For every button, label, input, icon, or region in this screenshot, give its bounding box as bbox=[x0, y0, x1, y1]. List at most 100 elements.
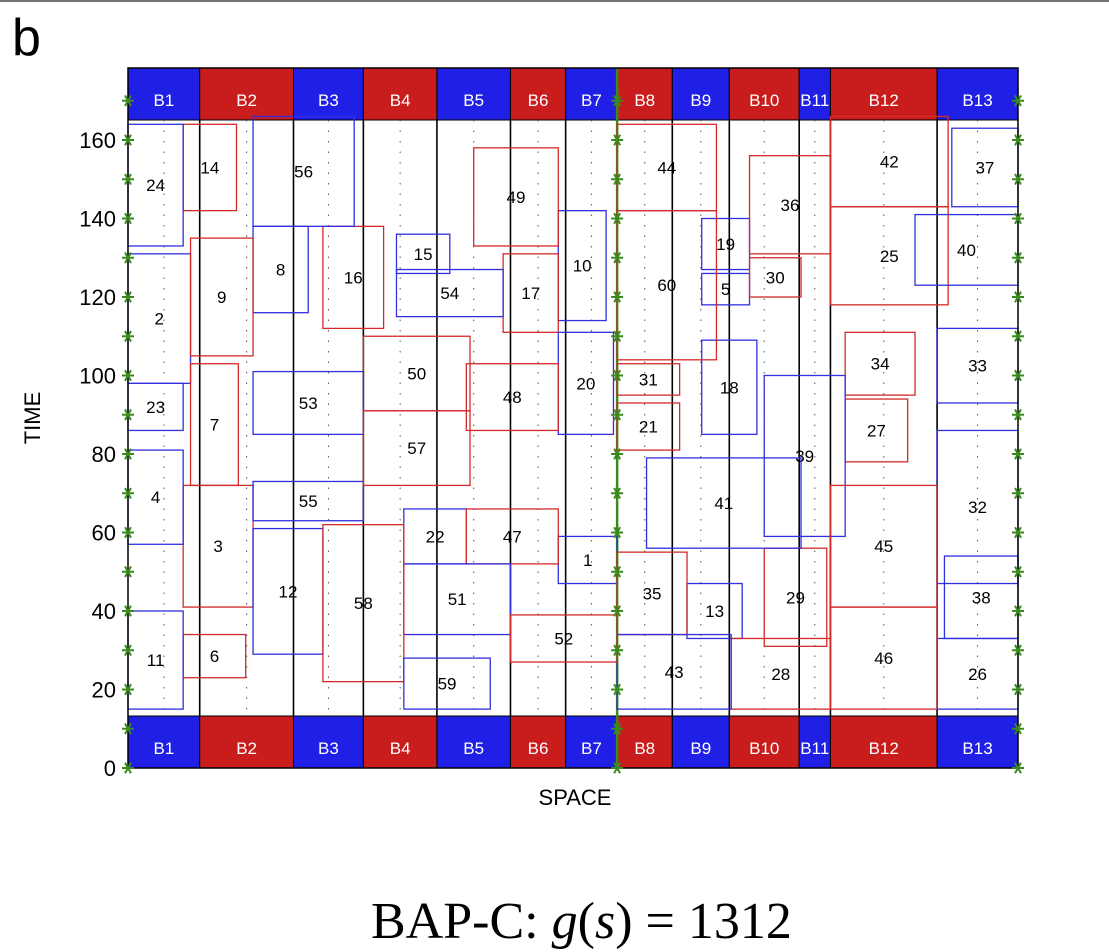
time-marker-asterisk bbox=[611, 369, 624, 382]
vessel-51-label: 51 bbox=[448, 590, 467, 609]
time-marker-asterisk bbox=[122, 605, 134, 617]
vessel-27-label: 27 bbox=[867, 421, 886, 440]
asterisk-stroke bbox=[1014, 526, 1022, 539]
berth-band-b13-top bbox=[936, 67, 1019, 121]
asterisk-stroke bbox=[613, 566, 621, 578]
time-marker-asterisk bbox=[611, 723, 624, 735]
caption-func: g bbox=[551, 893, 578, 950]
berth-band-b7-top bbox=[565, 67, 618, 121]
time-markers bbox=[122, 95, 1024, 774]
y-tick-label: 20 bbox=[92, 678, 116, 703]
asterisk-stroke bbox=[124, 487, 132, 499]
asterisk-stroke bbox=[1014, 95, 1022, 107]
vessel-31-label: 31 bbox=[639, 370, 658, 389]
asterisk-stroke bbox=[1014, 605, 1022, 617]
vessel-57-box bbox=[362, 410, 471, 487]
time-marker-asterisk bbox=[1012, 409, 1024, 421]
asterisk-stroke bbox=[124, 409, 132, 421]
berth-label-b6-top: B6 bbox=[528, 91, 549, 110]
y-tick-label: 120 bbox=[79, 285, 116, 310]
time-marker-asterisk bbox=[611, 683, 624, 696]
vessel-rectangles: 1234567891011121314151617181920212223242… bbox=[127, 115, 1019, 710]
asterisk-stroke bbox=[124, 683, 132, 696]
berth-label-b8-bottom: B8 bbox=[634, 739, 655, 758]
vessel-55-label: 55 bbox=[299, 492, 318, 511]
berth-band-b2-top bbox=[199, 67, 294, 121]
vessel-15-box bbox=[395, 233, 451, 275]
berth-label-b7-top: B7 bbox=[581, 91, 602, 110]
asterisk-stroke bbox=[1014, 134, 1022, 146]
time-marker-asterisk bbox=[611, 291, 624, 303]
time-marker-asterisk bbox=[1012, 683, 1024, 696]
vessel-43-box bbox=[616, 633, 732, 710]
berth-band-b4-top bbox=[362, 67, 438, 121]
asterisk-stroke bbox=[124, 526, 132, 539]
asterisk-stroke bbox=[124, 644, 132, 656]
berth-label-b8-top: B8 bbox=[634, 91, 655, 110]
time-marker-asterisk bbox=[611, 134, 624, 146]
time-marker-asterisk bbox=[611, 605, 624, 617]
vessel-40-label: 40 bbox=[957, 241, 976, 260]
berth-band-b11-top bbox=[798, 67, 831, 121]
time-marker-asterisk bbox=[122, 212, 134, 225]
vessel-34-box bbox=[844, 331, 916, 396]
asterisk-stroke bbox=[1014, 173, 1022, 185]
vessel-58-box bbox=[322, 524, 405, 683]
time-marker-asterisk bbox=[1012, 95, 1024, 107]
caption-rparen: ) bbox=[615, 893, 646, 950]
time-marker-asterisk bbox=[1012, 212, 1024, 225]
time-marker-asterisk bbox=[122, 566, 134, 578]
vessel-41-label: 41 bbox=[714, 494, 733, 513]
vessel-3-label: 3 bbox=[213, 537, 222, 556]
vessel-44-label: 44 bbox=[657, 158, 676, 177]
asterisk-stroke bbox=[124, 723, 132, 735]
vessel-6-label: 6 bbox=[210, 647, 219, 666]
berth-bands: B1 B1 B2 B2 B3 B3 B4 B4 B5 B5 B6 B6 B7 B7 B8 B8 B9 B9 B10 B… bbox=[127, 67, 1019, 769]
vessel-39-box bbox=[763, 374, 846, 538]
asterisk-stroke bbox=[1014, 212, 1022, 225]
x-axis-label: SPACE bbox=[539, 785, 612, 810]
time-marker-asterisk bbox=[122, 487, 134, 499]
berth-band-b1-top bbox=[127, 67, 201, 121]
berth-label-b10-top: B10 bbox=[749, 91, 779, 110]
time-marker-asterisk bbox=[1012, 644, 1024, 656]
berth-label-b11-bottom: B11 bbox=[800, 739, 829, 758]
berth-label-b4-bottom: B4 bbox=[390, 739, 411, 758]
time-marker-asterisk bbox=[122, 252, 134, 264]
vessel-14-label: 14 bbox=[200, 158, 219, 177]
vessel-13-label: 13 bbox=[705, 602, 724, 621]
vessel-39-label: 39 bbox=[795, 447, 814, 466]
vessel-49-box bbox=[473, 147, 559, 247]
time-marker-asterisk bbox=[122, 330, 134, 342]
y-tick-label: 80 bbox=[92, 442, 116, 467]
time-marker-asterisk bbox=[1012, 605, 1024, 617]
asterisk-stroke bbox=[124, 448, 132, 460]
vessel-42-box bbox=[829, 115, 949, 208]
vessel-45-label: 45 bbox=[874, 537, 893, 556]
vessel-33-label: 33 bbox=[968, 357, 987, 376]
time-marker-asterisk bbox=[122, 723, 134, 735]
y-tick-label: 140 bbox=[79, 207, 116, 232]
time-marker-asterisk bbox=[122, 134, 134, 146]
vessel-9-label: 9 bbox=[217, 288, 226, 307]
asterisk-stroke bbox=[124, 762, 132, 774]
vessel-53-label: 53 bbox=[299, 394, 318, 413]
berth-label-b9-bottom: B9 bbox=[690, 739, 711, 758]
vessel-60-box bbox=[616, 209, 718, 361]
time-marker-asterisk bbox=[1012, 291, 1024, 303]
caption-lparen: ( bbox=[577, 893, 595, 950]
time-marker-asterisk bbox=[122, 644, 134, 656]
vessel-52-box bbox=[509, 614, 618, 663]
berth-band-b8-top bbox=[616, 67, 673, 121]
berth-label-b9-top: B9 bbox=[690, 91, 711, 110]
vessel-19-label: 19 bbox=[716, 235, 735, 254]
vessel-56-box bbox=[252, 115, 355, 227]
time-marker-asterisk bbox=[122, 369, 134, 382]
asterisk-stroke bbox=[124, 134, 132, 146]
berth-label-b3-bottom: B3 bbox=[318, 739, 339, 758]
berth-label-b3-top: B3 bbox=[318, 91, 339, 110]
vessel-28-label: 28 bbox=[771, 665, 790, 684]
time-marker-asterisk bbox=[611, 448, 624, 460]
plot-frame bbox=[127, 67, 1019, 769]
vessel-9-box bbox=[189, 237, 254, 357]
